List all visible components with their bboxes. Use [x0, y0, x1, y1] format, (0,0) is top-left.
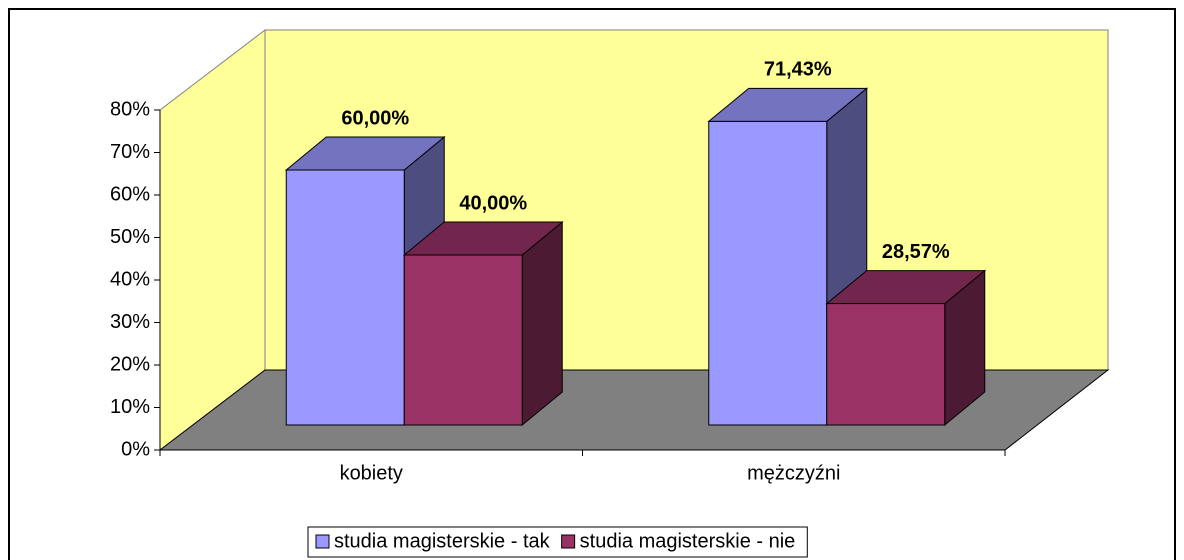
- data-label: 71,43%: [764, 59, 832, 81]
- bar-front: [708, 120, 828, 426]
- legend: studia magisterskie - tak studia magister…: [307, 526, 808, 558]
- y-tick-label: 40%: [110, 268, 150, 290]
- legend-label: studia magisterskie - tak: [334, 530, 551, 552]
- y-tick-label: 50%: [110, 226, 150, 248]
- legend-box: [307, 526, 808, 558]
- bar-side: [521, 220, 563, 427]
- legend-swatch: [561, 534, 576, 549]
- y-tick-label: 60%: [110, 183, 150, 205]
- x-tick-label: kobiety: [340, 462, 403, 484]
- bar-front: [403, 254, 523, 426]
- y-tick-label: 70%: [110, 141, 150, 163]
- bar: [825, 269, 987, 427]
- y-tick-label: 10%: [110, 396, 150, 418]
- bar-front: [826, 303, 946, 426]
- x-tick-label: mężczyźni: [747, 462, 840, 484]
- legend-label: studia magisterskie - nie: [580, 530, 796, 552]
- y-tick-label: 20%: [110, 353, 150, 375]
- data-label: 60,00%: [341, 107, 409, 129]
- y-tick-label: 0%: [121, 438, 150, 460]
- data-label: 40,00%: [459, 192, 527, 214]
- data-label: 28,57%: [882, 241, 950, 263]
- bar: [402, 220, 564, 427]
- y-tick-label: 80%: [110, 98, 150, 120]
- bar-front: [285, 169, 405, 426]
- y-tick-label: 30%: [110, 311, 150, 333]
- legend-swatch: [315, 534, 330, 549]
